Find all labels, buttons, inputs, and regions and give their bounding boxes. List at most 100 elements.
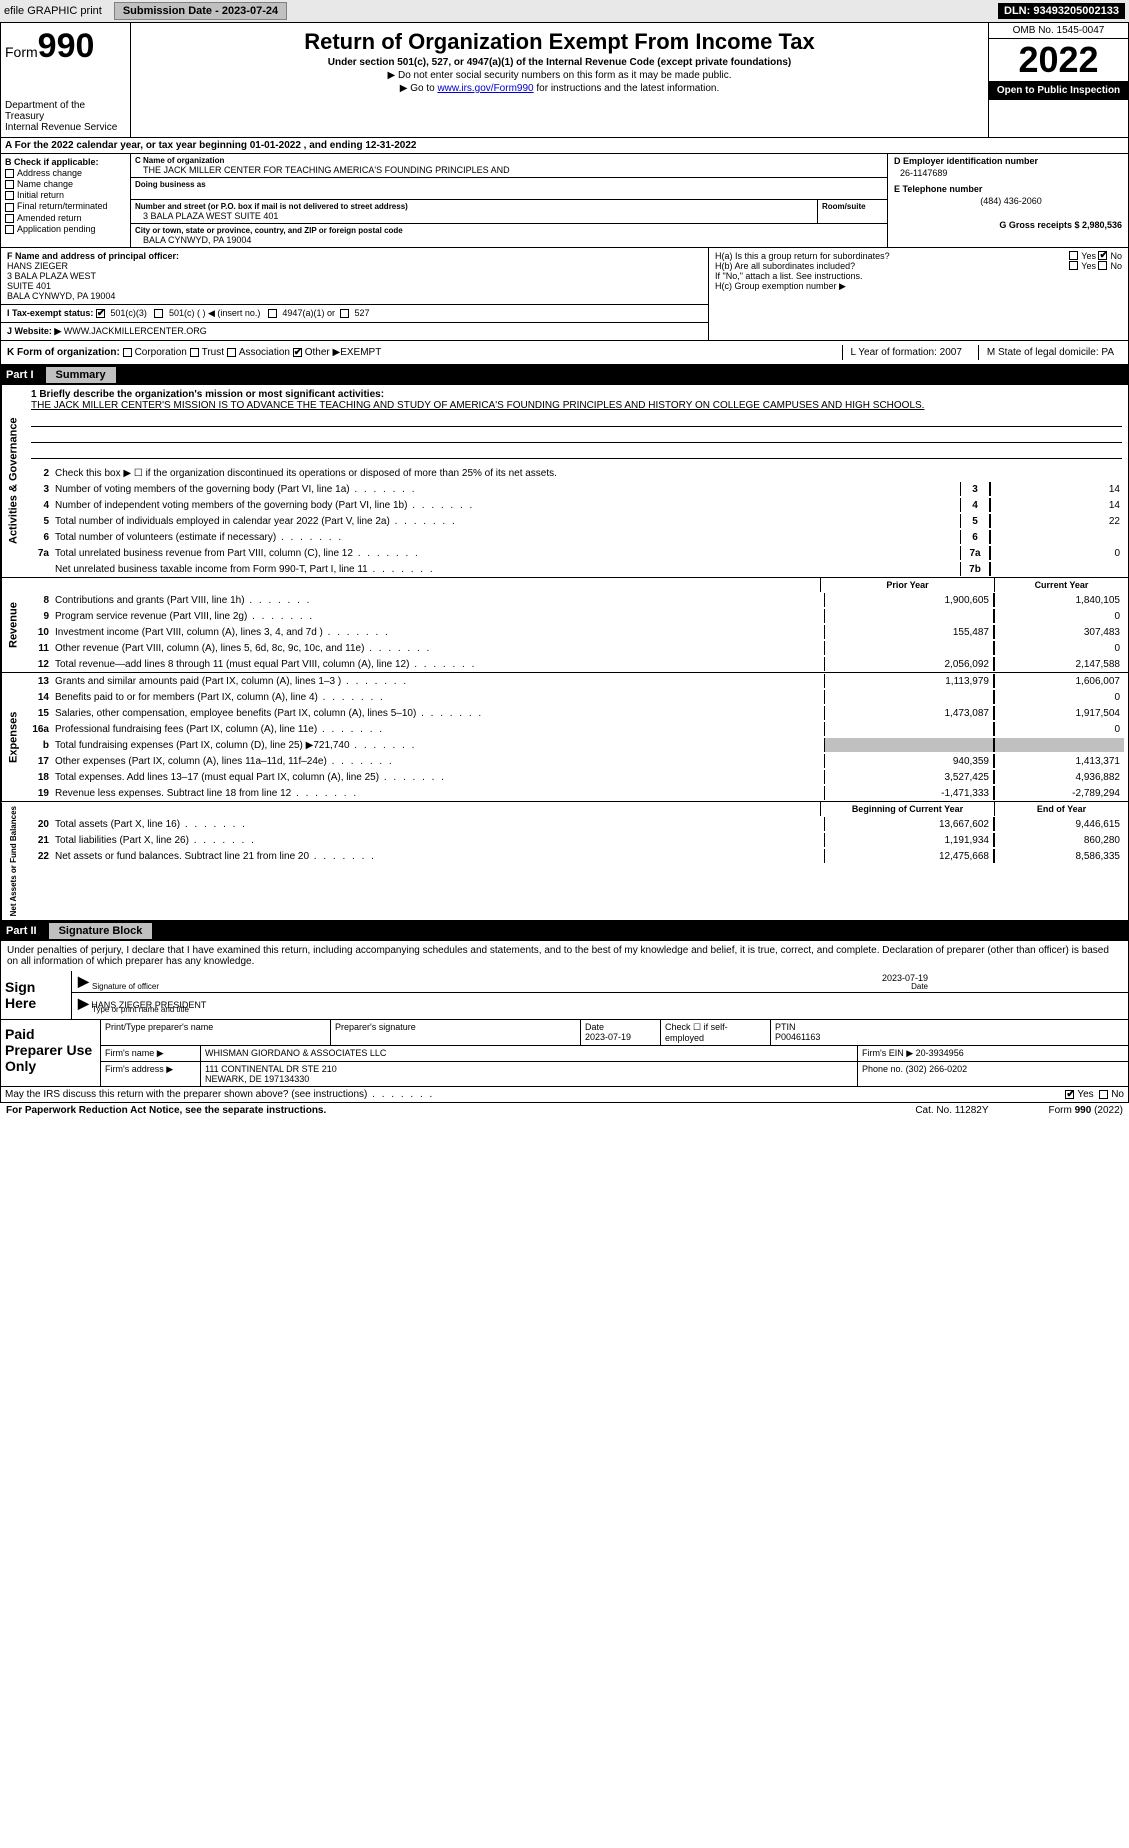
section-expenses: Expenses 13Grants and similar amounts pa… [0,673,1129,802]
netasset-line-21: 21Total liabilities (Part X, line 26)1,1… [25,832,1128,848]
revenue-line-12: 12Total revenue—add lines 8 through 11 (… [25,656,1128,672]
street-label: Number and street (or P.O. box if mail i… [135,202,813,211]
side-governance: Activities & Governance [1,385,25,577]
section-bcde: B Check if applicable: Address change Na… [0,154,1129,248]
header-right: OMB No. 1545-0047 2022 Open to Public In… [988,23,1128,137]
checkbox-may-no[interactable] [1099,1090,1108,1099]
room-label: Room/suite [822,202,883,211]
officer-name-line: ▶ HANS ZIEGER PRESIDENT Type or print na… [72,993,1128,1015]
checkbox-name-change[interactable] [5,180,14,189]
sign-here-label: Sign Here [1,971,71,1019]
may-discuss-row: May the IRS discuss this return with the… [1,1086,1128,1102]
checkbox-corp[interactable] [123,348,132,357]
section-net-assets: Net Assets or Fund Balances Beginning of… [0,802,1129,921]
summary-line-3: 3Number of voting members of the governi… [25,481,1128,497]
col-de: D Employer identification number 26-1147… [888,154,1128,247]
side-net-assets: Net Assets or Fund Balances [1,802,25,920]
omb-number: OMB No. 1545-0047 [989,23,1128,39]
form-subtitle: Under section 501(c), 527, or 4947(a)(1)… [139,57,980,68]
dept-label: Department of the Treasury [5,100,126,122]
checkbox-initial-return[interactable] [5,191,14,200]
checkbox-may-yes[interactable] [1065,1090,1074,1099]
open-inspection: Open to Public Inspection [989,81,1128,100]
org-name-label: C Name of organization [135,156,883,165]
irs-label: Internal Revenue Service [5,122,126,133]
mission-box: 1 Briefly describe the organization's mi… [25,385,1128,465]
signature-block: Under penalties of perjury, I declare th… [0,941,1129,1103]
summary-line-6: 6Total number of volunteers (estimate if… [25,529,1128,545]
phone-value: (484) 436-2060 [894,194,1122,212]
side-expenses: Expenses [1,673,25,801]
checkbox-address-change[interactable] [5,169,14,178]
revenue-line-9: 9Program service revenue (Part VIII, lin… [25,608,1128,624]
form-number: 990 [38,27,95,65]
expense-line-13: 13Grants and similar amounts paid (Part … [25,673,1128,689]
revenue-line-8: 8Contributions and grants (Part VIII, li… [25,592,1128,608]
expense-line-b: bTotal fundraising expenses (Part IX, co… [25,737,1128,753]
checkbox-527[interactable] [340,309,349,318]
revenue-col-header: Prior Year Current Year [25,578,1128,592]
col-b-checkboxes: B Check if applicable: Address change Na… [1,154,131,247]
paid-preparer-block: Paid Preparer Use Only Print/Type prepar… [1,1019,1128,1086]
submission-date-button[interactable]: Submission Date - 2023-07-24 [114,2,287,20]
netasset-line-22: 22Net assets or fund balances. Subtract … [25,848,1128,864]
checkbox-trust[interactable] [190,348,199,357]
expense-line-14: 14Benefits paid to or for members (Part … [25,689,1128,705]
form-note1: ▶ Do not enter social security numbers o… [139,70,980,81]
checkbox-ha-yes[interactable] [1069,251,1078,260]
checkbox-501c3[interactable] [96,309,105,318]
row-i-tax-status: I Tax-exempt status: 501(c)(3) 501(c) ( … [1,305,708,323]
footer-catno: Cat. No. 11282Y [915,1105,988,1116]
expense-line-17: 17Other expenses (Part IX, column (A), l… [25,753,1128,769]
efile-label: efile GRAPHIC print [4,5,102,17]
row-k-form-org: K Form of organization: Corporation Trus… [0,341,1129,365]
checkbox-ha-no[interactable] [1098,251,1107,260]
dba-label: Doing business as [135,180,883,189]
row-f-officer: F Name and address of principal officer:… [1,248,708,305]
city-label: City or town, state or province, country… [135,226,883,235]
summary-line-7a: 7aTotal unrelated business revenue from … [25,545,1128,561]
irs-link[interactable]: www.irs.gov/Form990 [437,83,533,94]
website-value: WWW.JACKMILLERCENTER.ORG [64,326,207,336]
summary-line-4: 4Number of independent voting members of… [25,497,1128,513]
ein-label: D Employer identification number [894,156,1122,166]
state-domicile: M State of legal domicile: PA [978,345,1122,360]
checkbox-amended[interactable] [5,214,14,223]
section-fhij: F Name and address of principal officer:… [0,248,1129,341]
form-title: Return of Organization Exempt From Incom… [139,29,980,55]
summary-line-5: 5Total number of individuals employed in… [25,513,1128,529]
penalty-text: Under penalties of perjury, I declare th… [1,941,1128,971]
checkbox-4947[interactable] [268,309,277,318]
row-j-website: J Website: ▶ WWW.JACKMILLERCENTER.ORG [1,323,708,340]
side-revenue: Revenue [1,578,25,672]
header-left: Form990 Department of the Treasury Inter… [1,23,131,137]
tax-year: 2022 [989,39,1128,81]
officer-signature-line: ▶ 2023-07-19 Signature of officer Date [72,971,1128,993]
checkbox-hb-no[interactable] [1098,261,1107,270]
col-c-org-info: C Name of organization THE JACK MILLER C… [131,154,888,247]
checkbox-application-pending[interactable] [5,225,14,234]
col-b-title: B Check if applicable: [5,157,126,167]
phone-label: E Telephone number [894,184,1122,194]
page-footer: For Paperwork Reduction Act Notice, see … [0,1103,1129,1118]
checkbox-501c[interactable] [154,309,163,318]
gross-receipts: G Gross receipts $ 2,980,536 [894,220,1122,230]
form-prefix: Form [5,44,38,60]
netassets-col-header: Beginning of Current Year End of Year [25,802,1128,816]
section-governance: Activities & Governance 1 Briefly descri… [0,385,1129,578]
checkbox-final-return[interactable] [5,203,14,212]
footer-form: Form 990 (2022) [1049,1105,1123,1116]
org-name: THE JACK MILLER CENTER FOR TEACHING AMER… [135,165,883,175]
paid-preparer-label: Paid Preparer Use Only [1,1020,101,1086]
expense-line-19: 19Revenue less expenses. Subtract line 1… [25,785,1128,801]
part1-header: Part I Summary [0,365,1129,385]
checkbox-assoc[interactable] [227,348,236,357]
summary-line-7b: Net unrelated business taxable income fr… [25,561,1128,577]
efile-topbar: efile GRAPHIC print Submission Date - 20… [0,0,1129,22]
checkbox-other[interactable] [293,348,302,357]
mission-text: THE JACK MILLER CENTER'S MISSION IS TO A… [31,400,1122,411]
revenue-line-11: 11Other revenue (Part VIII, column (A), … [25,640,1128,656]
expense-line-16a: 16aProfessional fundraising fees (Part I… [25,721,1128,737]
checkbox-hb-yes[interactable] [1069,261,1078,270]
footer-left: For Paperwork Reduction Act Notice, see … [6,1105,326,1116]
